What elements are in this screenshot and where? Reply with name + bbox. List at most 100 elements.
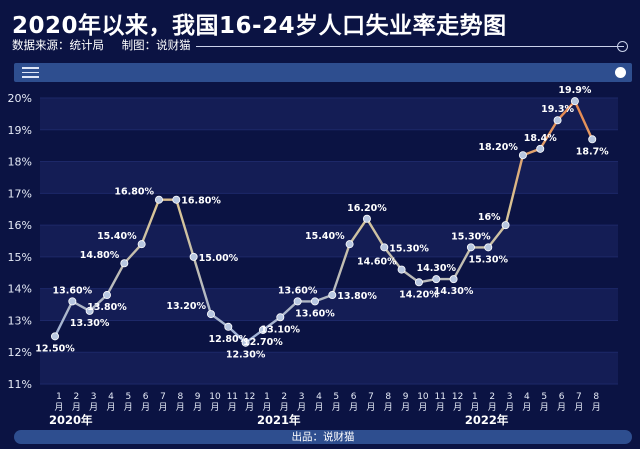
x-tick-label: 2 xyxy=(489,392,495,402)
x-tick-label: 11 xyxy=(227,392,238,402)
data-point xyxy=(536,144,545,153)
x-tick-label: 10 xyxy=(417,392,429,402)
data-point xyxy=(137,240,146,249)
x-tick-unit: 月 xyxy=(366,402,375,413)
x-tick-label: 9 xyxy=(195,392,201,402)
y-tick-label: 20% xyxy=(8,92,32,105)
x-tick-unit: 月 xyxy=(470,402,479,413)
year-label: 2021年 xyxy=(257,413,301,427)
data-label: 13.60% xyxy=(53,285,93,296)
x-tick-unit: 月 xyxy=(384,402,393,413)
data-point xyxy=(362,214,371,223)
data-point xyxy=(293,297,302,306)
x-tick-unit: 月 xyxy=(574,402,583,413)
data-label: 14.20% xyxy=(399,289,439,300)
data-point xyxy=(120,259,129,268)
x-tick-unit: 月 xyxy=(453,402,462,413)
grid-band xyxy=(40,161,618,194)
data-point xyxy=(172,195,181,204)
y-tick-label: 15% xyxy=(8,251,32,264)
menu-icon[interactable] xyxy=(22,67,39,78)
data-label: 19.9% xyxy=(558,85,591,96)
data-point xyxy=(328,291,337,300)
data-point xyxy=(518,151,527,160)
x-tick-unit: 月 xyxy=(124,402,133,413)
x-tick-unit: 月 xyxy=(418,402,427,413)
data-label: 16.20% xyxy=(347,203,387,214)
x-tick-unit: 月 xyxy=(280,402,289,413)
x-tick-unit: 月 xyxy=(141,402,150,413)
data-point xyxy=(189,252,198,261)
chart-title: 2020年以来，我国16-24岁人口失业率走势图 xyxy=(12,13,507,39)
x-tick-label: 6 xyxy=(559,392,565,402)
data-label: 15.40% xyxy=(305,231,345,242)
x-tick-unit: 月 xyxy=(193,402,202,413)
x-tick-unit: 月 xyxy=(228,402,237,413)
x-tick-label: 8 xyxy=(593,392,599,402)
data-point xyxy=(380,243,389,252)
footer-credit: 出品：说财猫 xyxy=(291,431,355,443)
series-line xyxy=(53,100,594,344)
x-tick-unit: 月 xyxy=(54,402,63,413)
y-tick-label: 14% xyxy=(8,283,32,296)
data-label: 18.20% xyxy=(478,142,518,153)
data-point xyxy=(68,297,77,306)
data-label: 13.60% xyxy=(295,308,335,319)
x-tick-label: 10 xyxy=(209,392,221,402)
x-tick-label: 12 xyxy=(244,392,255,402)
x-tick-label: 3 xyxy=(507,392,513,402)
x-tick-unit: 月 xyxy=(505,402,514,413)
data-label: 15.30% xyxy=(451,231,491,242)
data-point xyxy=(588,135,597,144)
x-tick-label: 2 xyxy=(281,392,287,402)
x-tick-unit: 月 xyxy=(245,402,254,413)
x-tick-unit: 月 xyxy=(488,402,497,413)
data-point xyxy=(570,97,579,106)
data-label: 12.70% xyxy=(243,337,283,348)
data-source: 数据来源：统计局 xyxy=(12,38,104,52)
x-tick-label: 1 xyxy=(264,392,270,402)
y-tick-label: 17% xyxy=(8,187,32,200)
year-label: 2020年 xyxy=(49,413,93,427)
x-tick-label: 7 xyxy=(368,392,374,402)
data-point xyxy=(345,240,354,249)
data-point xyxy=(397,265,406,274)
data-label: 13.60% xyxy=(278,285,318,296)
circle-icon xyxy=(617,41,628,52)
data-point xyxy=(241,338,250,347)
x-tick-unit: 月 xyxy=(557,402,566,413)
x-tick-unit: 月 xyxy=(436,402,445,413)
x-tick-label: 8 xyxy=(385,392,391,402)
x-tick-label: 2 xyxy=(73,392,79,402)
source-line: 数据来源：统计局 制图：说财猫 xyxy=(12,37,191,53)
x-tick-label: 4 xyxy=(524,392,530,402)
x-tick-unit: 月 xyxy=(522,402,531,413)
data-point xyxy=(102,291,111,300)
header-rule xyxy=(196,46,624,47)
data-label: 15.30% xyxy=(389,243,429,254)
circle-icon xyxy=(615,67,626,78)
data-point xyxy=(224,322,233,331)
data-point xyxy=(449,275,458,284)
data-label: 12.50% xyxy=(35,343,75,354)
data-label: 13.80% xyxy=(87,302,127,313)
chart-maker: 制图：说财猫 xyxy=(121,38,191,52)
data-label: 14.80% xyxy=(80,250,120,261)
data-label: 13.10% xyxy=(261,324,301,335)
x-tick-unit: 月 xyxy=(314,402,323,413)
x-tick-label: 12 xyxy=(452,392,463,402)
x-tick-label: 7 xyxy=(576,392,582,402)
x-tick-unit: 月 xyxy=(540,402,549,413)
data-point xyxy=(206,310,215,319)
data-label: 16.80% xyxy=(181,196,221,207)
x-tick-label: 5 xyxy=(541,392,547,402)
data-point xyxy=(51,332,60,341)
x-tick-unit: 月 xyxy=(592,402,601,413)
x-tick-label: 4 xyxy=(108,392,114,402)
data-label: 18.7% xyxy=(576,146,609,157)
data-label: 12.80% xyxy=(209,334,249,345)
x-tick-unit: 月 xyxy=(262,402,271,413)
data-point xyxy=(310,297,319,306)
y-tick-label: 11% xyxy=(8,378,32,391)
